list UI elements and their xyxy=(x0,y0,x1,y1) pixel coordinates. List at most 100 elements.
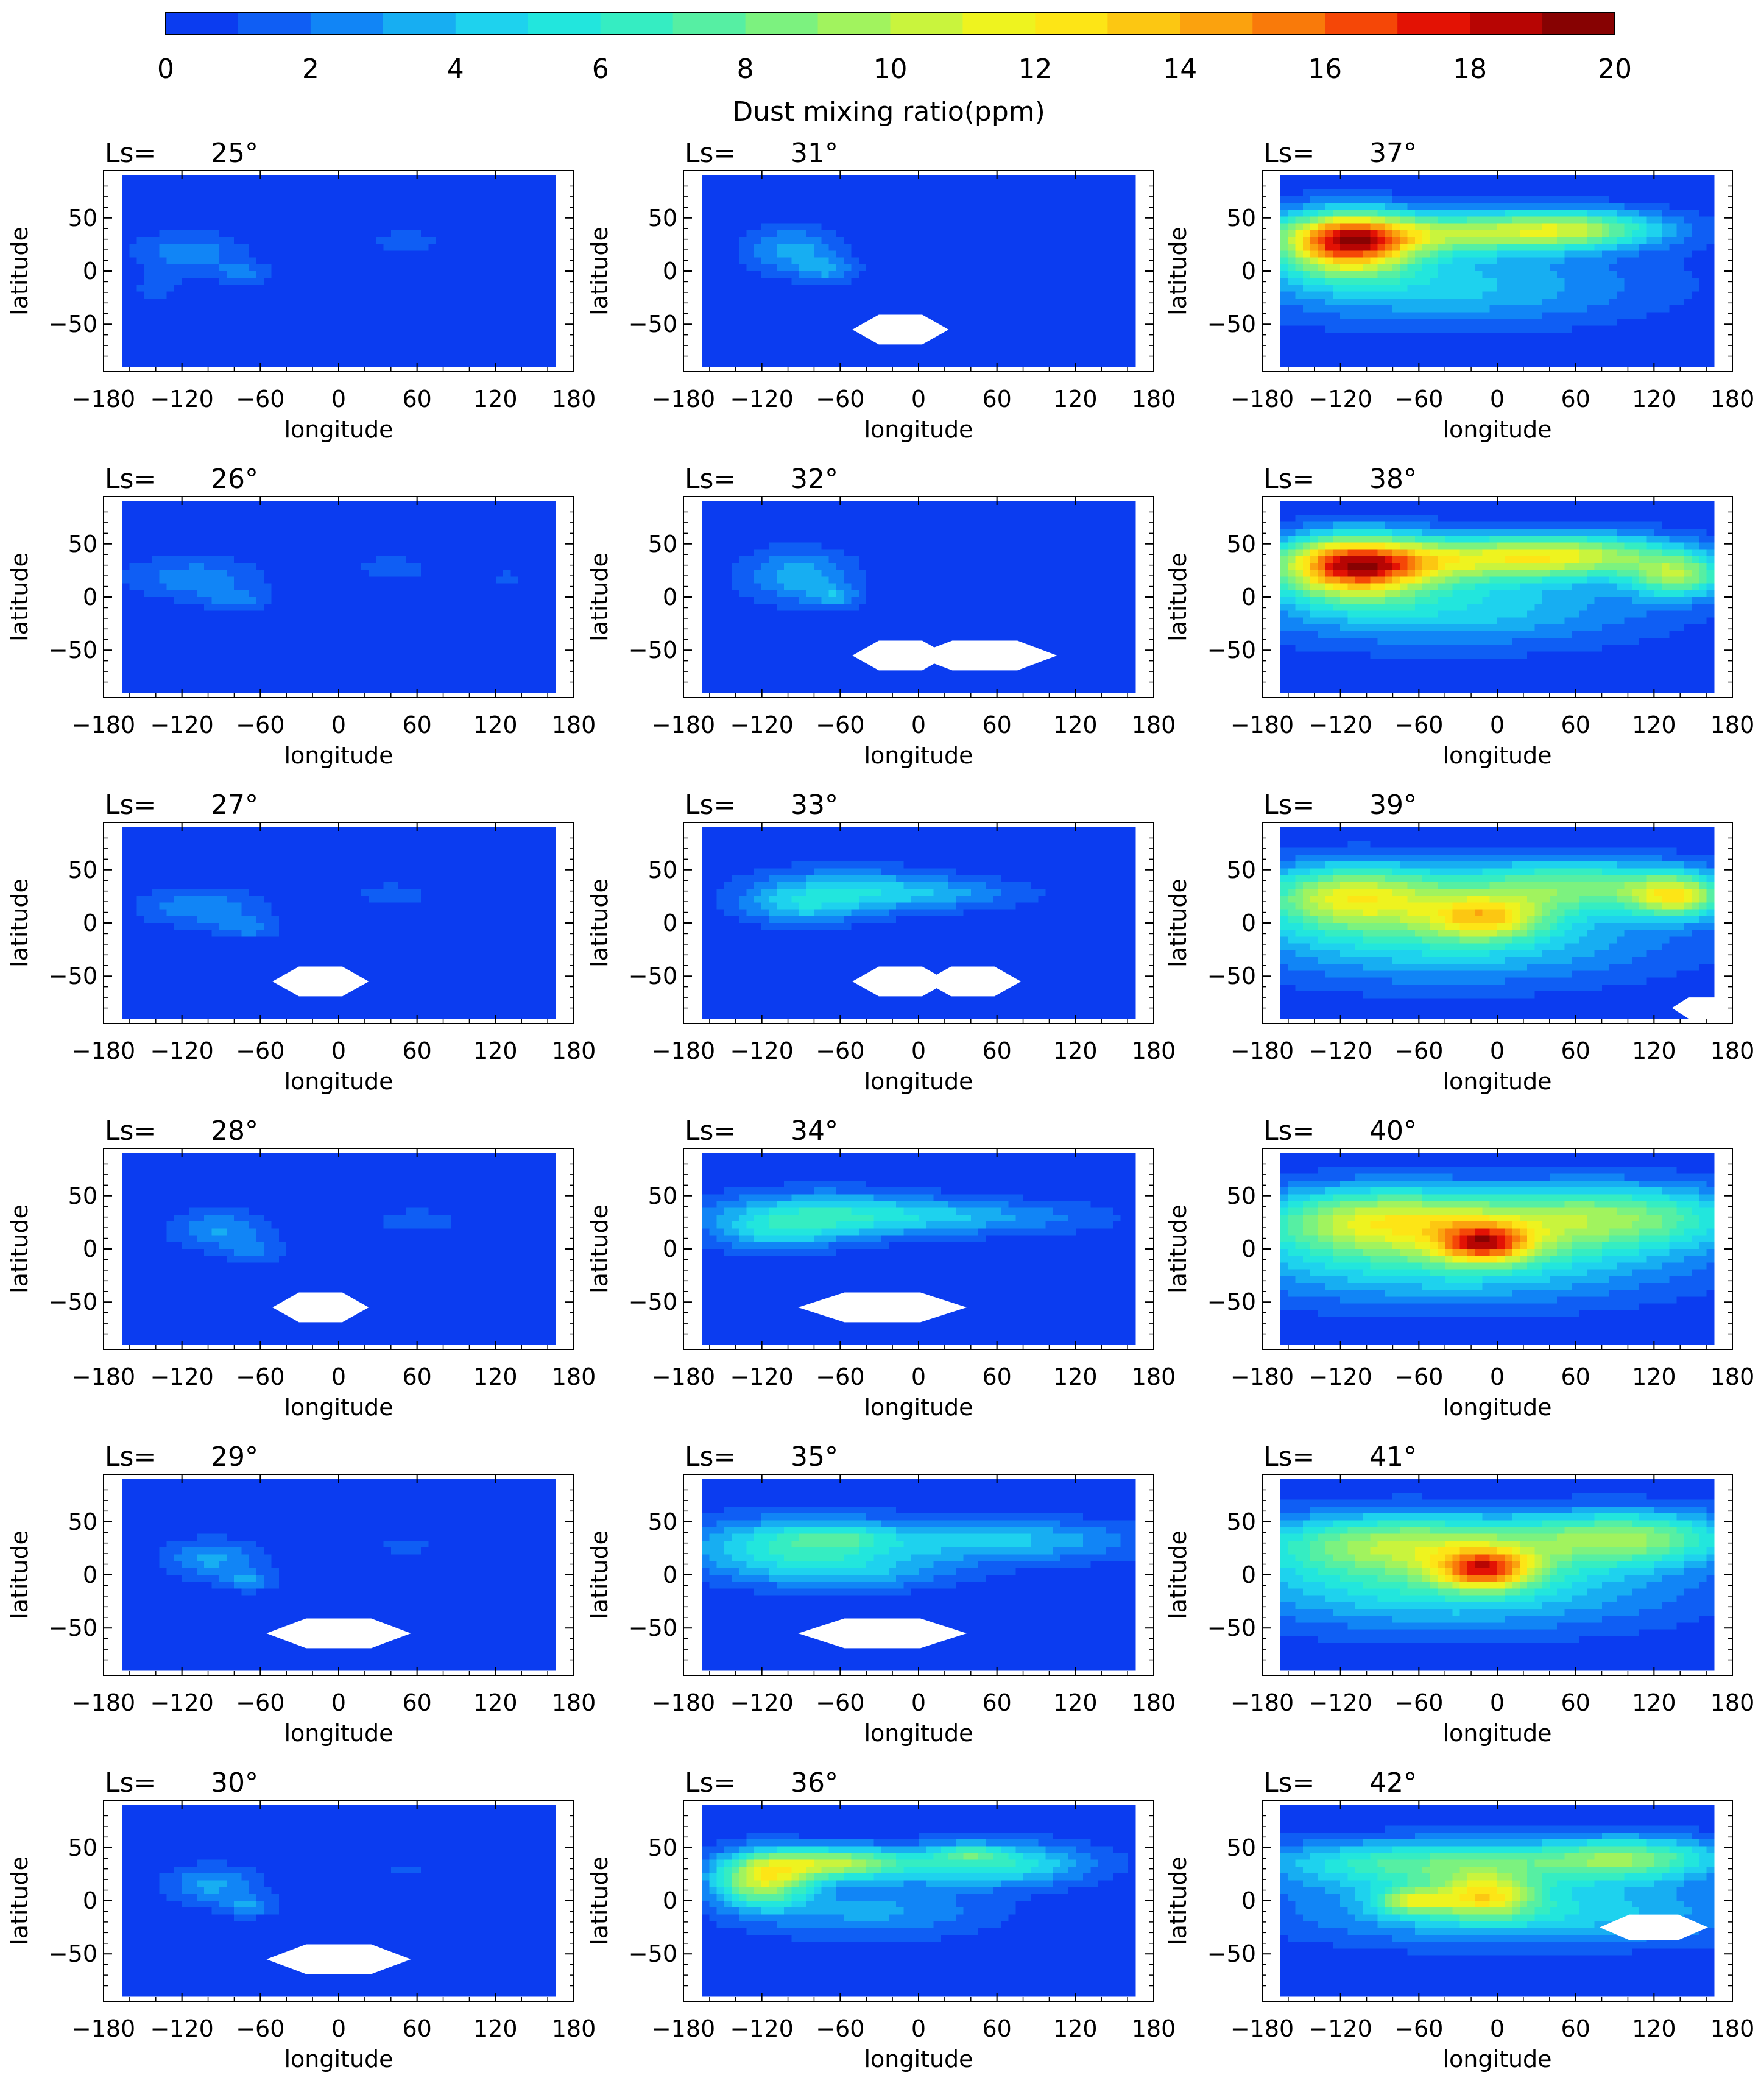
heatmap-cell xyxy=(129,210,137,217)
heatmap-cell xyxy=(376,264,384,272)
heatmap-cell xyxy=(279,618,287,625)
heatmap-cell xyxy=(323,292,331,299)
heatmap-cell xyxy=(249,182,257,189)
heatmap-cell xyxy=(182,224,189,231)
heatmap-cell xyxy=(264,250,272,258)
heatmap-cell xyxy=(272,312,280,319)
heatmap-cell xyxy=(234,652,242,659)
heatmap-cell xyxy=(354,319,362,327)
heatmap-cell xyxy=(227,189,235,196)
heatmap-cell xyxy=(152,529,160,536)
heatmap-cell xyxy=(137,203,145,210)
heatmap-cell xyxy=(211,244,219,251)
heatmap-cell xyxy=(189,665,197,673)
heatmap-cell xyxy=(211,563,219,570)
heatmap-cell xyxy=(129,189,137,196)
heatmap-cell xyxy=(414,346,422,353)
heatmap-cell xyxy=(197,216,205,224)
heatmap-cell xyxy=(264,508,272,515)
heatmap-cell xyxy=(234,550,242,557)
heatmap-cell xyxy=(436,508,444,515)
heatmap-cell xyxy=(428,237,436,244)
heatmap-cell xyxy=(249,536,257,543)
heatmap-cell xyxy=(331,319,339,327)
heatmap-cell xyxy=(428,216,436,224)
heatmap-cell xyxy=(249,250,257,258)
heatmap-cell xyxy=(294,672,302,679)
heatmap-cell xyxy=(346,299,354,306)
heatmap-cell xyxy=(323,597,331,604)
heatmap-cell xyxy=(137,278,145,285)
heatmap-cell xyxy=(428,638,436,645)
heatmap-cell xyxy=(256,624,264,632)
heatmap-cell xyxy=(323,285,331,292)
heatmap-cell xyxy=(204,224,212,231)
heatmap-cell xyxy=(451,686,459,693)
heatmap-cell xyxy=(384,570,392,577)
heatmap-cell xyxy=(204,624,212,632)
heatmap-cell xyxy=(384,515,392,522)
heatmap-cell xyxy=(167,250,175,258)
heatmap-cell xyxy=(436,175,444,183)
heatmap-cell xyxy=(398,501,406,509)
heatmap-cell xyxy=(137,563,145,570)
heatmap-cell xyxy=(182,672,189,679)
heatmap-cell xyxy=(406,285,414,292)
heatmap-cell xyxy=(414,285,422,292)
heatmap-cell xyxy=(526,189,534,196)
heatmap-cell xyxy=(286,536,294,543)
heatmap-cell xyxy=(211,224,219,231)
heatmap-cell xyxy=(458,285,466,292)
heatmap-cell xyxy=(548,292,556,299)
heatmap-cell xyxy=(323,250,331,258)
heatmap-cell xyxy=(414,182,422,189)
heatmap-cell xyxy=(272,319,280,327)
heatmap-cell xyxy=(309,203,317,210)
heatmap-cell xyxy=(227,652,235,659)
heatmap-cell xyxy=(384,645,392,652)
heatmap-cell xyxy=(316,319,324,327)
heatmap-cell xyxy=(241,584,249,591)
heatmap-cell xyxy=(323,278,331,285)
heatmap-cell xyxy=(159,278,167,285)
heatmap-cell xyxy=(361,631,369,638)
heatmap-cell xyxy=(197,610,205,618)
heatmap-cell xyxy=(398,686,406,693)
heatmap-cell xyxy=(473,360,481,367)
heatmap-cell xyxy=(227,529,235,536)
heatmap-cell xyxy=(369,672,376,679)
heatmap-cell xyxy=(354,638,362,645)
heatmap-cell xyxy=(361,189,369,196)
heatmap-cell xyxy=(548,230,556,238)
heatmap-cell xyxy=(211,631,219,638)
heatmap-cell xyxy=(458,353,466,361)
heatmap-cell xyxy=(241,645,249,652)
heatmap-cell xyxy=(369,659,376,666)
heatmap-cell xyxy=(256,659,264,666)
heatmap-cell xyxy=(451,584,459,591)
heatmap-cell xyxy=(369,665,376,673)
heatmap-cell xyxy=(361,250,369,258)
heatmap-cell xyxy=(211,624,219,632)
heatmap-cell xyxy=(152,250,160,258)
heatmap-cell xyxy=(406,346,414,353)
heatmap-cell xyxy=(414,618,422,625)
heatmap-cell xyxy=(137,312,145,319)
heatmap-cell xyxy=(182,305,189,313)
heatmap-cell xyxy=(286,360,294,367)
heatmap-cell xyxy=(331,604,339,611)
heatmap-cell xyxy=(122,224,130,231)
heatmap-cell xyxy=(167,570,175,577)
heatmap-cell xyxy=(122,536,130,543)
heatmap-cell xyxy=(458,576,466,584)
heatmap-cell xyxy=(241,610,249,618)
heatmap-cell xyxy=(294,224,302,231)
heatmap-cell xyxy=(316,570,324,577)
heatmap-cell xyxy=(197,550,205,557)
heatmap-cell xyxy=(428,570,436,577)
heatmap-cell xyxy=(197,175,205,183)
heatmap-cell xyxy=(219,542,227,550)
heatmap-cell xyxy=(227,244,235,251)
colorbar-label: Dust mixing ratio(ppm) xyxy=(732,96,1045,127)
heatmap-cell xyxy=(249,638,257,645)
